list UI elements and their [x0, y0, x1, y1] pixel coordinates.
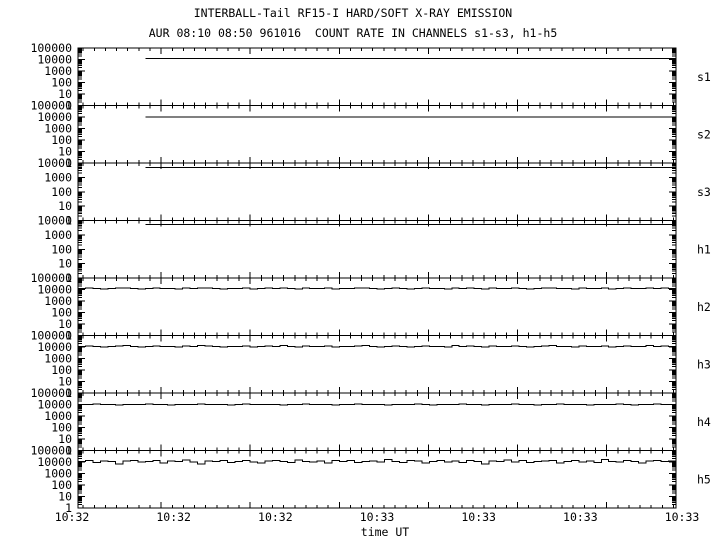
trace-h4 [78, 403, 676, 406]
y-tick-label-s3-1: 1 [65, 214, 72, 228]
y-tick-label-h4-1000: 1000 [44, 409, 72, 423]
y-ticks-h1 [78, 220, 676, 279]
y-tick-label-s2-100: 100 [51, 133, 72, 147]
y-tick-label-h1-100: 100 [51, 242, 72, 256]
x-ticks-h5 [82, 450, 674, 508]
y-tick-label-s1-100000: 100000 [30, 41, 72, 55]
x-tick-label-3: 10:33 [360, 510, 395, 524]
y-tick-label-s2-1000: 1000 [44, 122, 72, 136]
y-tick-label-s1-10000: 10000 [37, 53, 72, 67]
y-tick-label-h1-1000: 1000 [44, 228, 72, 242]
y-ticks-h3 [78, 335, 676, 394]
y-tick-label-s2-10: 10 [58, 145, 72, 159]
x-ticks-s2 [82, 105, 674, 163]
y-tick-label-h2-1000: 1000 [44, 294, 72, 308]
y-tick-label-h3-10000: 10000 [37, 340, 72, 354]
y-tick-label-h2-10: 10 [58, 317, 72, 331]
channel-label-s2: s2 [697, 127, 711, 141]
y-ticks-h4 [78, 392, 676, 451]
y-tick-label-h1-10: 10 [58, 257, 72, 271]
y-tick-label-h5-10000: 10000 [37, 455, 72, 469]
y-tick-label-s3-1000: 1000 [44, 170, 72, 184]
y-tick-label-h2-10000: 10000 [37, 283, 72, 297]
channel-label-h4: h4 [697, 415, 711, 429]
x-axis-label: time UT [361, 525, 410, 539]
channel-label-h2: h2 [697, 300, 711, 314]
y-tick-label-s1-100: 100 [51, 76, 72, 90]
chart-title: INTERBALL-Tail RF15-I HARD/SOFT X-RAY EM… [193, 6, 513, 20]
y-tick-label-h4-100: 100 [51, 421, 72, 435]
x-tick-label-5: 10:33 [563, 510, 598, 524]
y-ticks-h2 [78, 277, 676, 336]
y-tick-label-h5-1: 1 [65, 501, 72, 515]
y-tick-label-h2-1: 1 [65, 329, 72, 343]
panel-frame-h3 [77, 335, 677, 394]
channel-label-s1: s1 [697, 70, 711, 84]
y-tick-label-h5-100: 100 [51, 478, 72, 492]
channel-label-h5: h5 [697, 472, 711, 486]
y-tick-label-s2-100000: 100000 [30, 99, 72, 113]
panel-frame-s3 [77, 162, 677, 221]
y-tick-label-s2-10000: 10000 [37, 110, 72, 124]
y-tick-label-s3-10: 10 [58, 199, 72, 213]
panel-frame-s2 [77, 105, 677, 164]
y-tick-label-h4-10000: 10000 [37, 398, 72, 412]
y-tick-label-s3-100: 100 [51, 185, 72, 199]
y-tick-label-h4-10: 10 [58, 432, 72, 446]
y-tick-label-h2-100: 100 [51, 306, 72, 320]
x-ticks-h3 [82, 335, 674, 393]
panel-frame-s1 [77, 47, 677, 106]
x-tick-label-2: 10:32 [258, 510, 293, 524]
x-tick-label-4: 10:33 [461, 510, 496, 524]
y-tick-label-s2-1: 1 [65, 156, 72, 170]
y-tick-label-h3-10: 10 [58, 375, 72, 389]
trace-h5 [78, 459, 676, 465]
y-tick-label-h4-1: 1 [65, 444, 72, 458]
x-tick-label-6: 10:33 [665, 510, 700, 524]
y-ticks-s1 [78, 47, 676, 106]
y-tick-label-s1-1: 1 [65, 99, 72, 113]
x-ticks-s3 [82, 163, 674, 221]
x-ticks-h2 [82, 278, 674, 336]
y-ticks-s2 [78, 105, 676, 164]
y-tick-label-h3-100000: 100000 [30, 329, 72, 343]
panel-frame-h1 [77, 220, 677, 279]
panel-frame-h2 [77, 277, 677, 336]
channel-label-h3: h3 [697, 357, 711, 371]
x-ticks-h1 [82, 220, 674, 278]
y-tick-label-h4-100000: 100000 [30, 386, 72, 400]
channel-label-s3: s3 [697, 185, 711, 199]
y-tick-label-s3-10000: 10000 [37, 156, 72, 170]
y-tick-label-h3-1: 1 [65, 386, 72, 400]
y-tick-label-h5-100000: 100000 [30, 444, 72, 458]
x-tick-label-0: 10:32 [55, 510, 90, 524]
y-tick-label-h3-1000: 1000 [44, 352, 72, 366]
channel-label-h1: h1 [697, 242, 711, 256]
y-tick-label-h5-10: 10 [58, 490, 72, 504]
panel-frame-h5 [77, 450, 677, 509]
y-tick-label-s1-1000: 1000 [44, 64, 72, 78]
trace-h2 [78, 287, 676, 290]
panel-frame-h4 [77, 392, 677, 451]
y-tick-label-h5-1000: 1000 [44, 467, 72, 481]
y-ticks-s3 [78, 162, 676, 221]
x-tick-label-1: 10:32 [156, 510, 191, 524]
trace-h3 [78, 345, 676, 348]
y-tick-label-h3-100: 100 [51, 363, 72, 377]
x-ticks-h4 [82, 393, 674, 451]
chart-subtitle: AUR 08:10 08:50 961016 COUNT RATE IN CHA… [148, 26, 558, 40]
y-tick-label-h2-100000: 100000 [30, 271, 72, 285]
x-ticks-s1 [82, 48, 674, 106]
y-ticks-h5 [78, 450, 676, 509]
y-tick-label-h1-10000: 10000 [37, 214, 72, 228]
y-tick-label-h1-1: 1 [65, 271, 72, 285]
y-tick-label-s1-10: 10 [58, 87, 72, 101]
